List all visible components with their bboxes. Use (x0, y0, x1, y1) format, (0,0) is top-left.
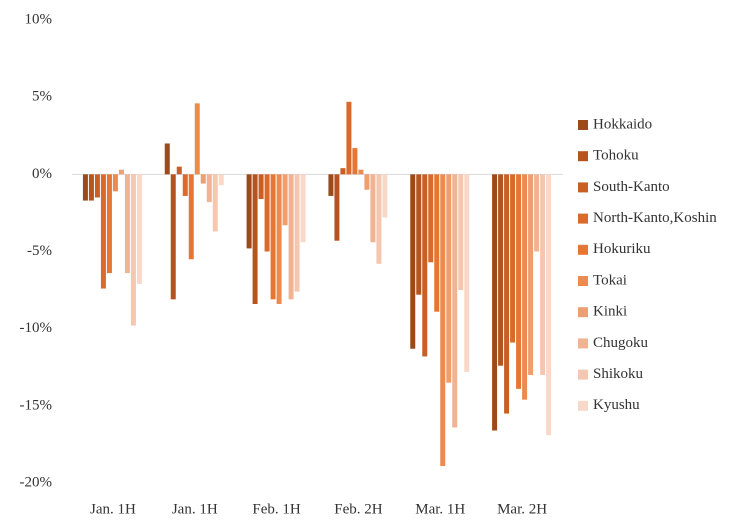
legend-label: Kinki (593, 304, 627, 320)
legend-swatch (578, 151, 588, 162)
bar (416, 174, 422, 295)
bar (276, 174, 282, 304)
bar (270, 174, 276, 300)
y-tick-label: -10% (20, 320, 53, 336)
legend-label: Shikoku (593, 366, 644, 382)
y-tick-label: 5% (32, 89, 52, 105)
bar (82, 174, 88, 201)
legend-swatch (578, 120, 588, 130)
x-tick-label: Feb. 2H (334, 501, 383, 517)
bar (410, 174, 416, 349)
bar (382, 174, 388, 218)
bar (540, 174, 546, 375)
x-tick-label: Jan. 1H (90, 501, 136, 517)
legend-label: Tokai (593, 272, 627, 288)
bar (94, 174, 100, 198)
legend-label: Kyushu (593, 397, 640, 413)
bar (328, 174, 334, 196)
y-tick-label: 10% (25, 11, 53, 27)
bar (188, 174, 194, 260)
y-tick-label: -5% (27, 243, 52, 259)
bar (182, 174, 188, 196)
x-tick-label: Mar. 2H (497, 501, 547, 517)
bar (130, 174, 136, 326)
legend-swatch (578, 400, 588, 411)
bar (258, 174, 264, 200)
bar (212, 174, 218, 232)
y-tick-label: 0% (32, 166, 52, 182)
bar (194, 103, 200, 175)
bar (358, 169, 364, 175)
bar (464, 174, 470, 372)
bar (170, 174, 176, 300)
legend-swatch (578, 213, 588, 224)
bar (300, 174, 306, 243)
bar (516, 174, 522, 389)
bar (136, 174, 142, 284)
legend-label: Hokkaido (593, 116, 652, 132)
legend-label: Tohoku (593, 148, 639, 164)
legend-swatch (578, 182, 588, 193)
legend-swatch (578, 276, 588, 286)
x-tick-label: Mar. 1H (415, 501, 465, 517)
bar (504, 174, 510, 414)
bar (340, 168, 346, 175)
bar (452, 174, 458, 428)
legend-label: Chugoku (593, 335, 649, 351)
legend-label: North-Kanto,Koshin (593, 210, 717, 226)
bar (440, 174, 446, 467)
legend-swatch (578, 307, 588, 318)
bar (88, 174, 94, 201)
bar (498, 174, 504, 366)
bar (218, 174, 224, 186)
x-tick-label: Jan. 1H (172, 501, 218, 517)
bar (106, 174, 112, 274)
bar (376, 174, 382, 264)
bar (534, 174, 540, 252)
bar (124, 174, 130, 274)
bar (206, 174, 212, 203)
bar (164, 143, 170, 175)
bar (264, 174, 270, 252)
bar (364, 174, 370, 190)
legend-label: Hokuriku (593, 241, 651, 257)
bar (370, 174, 376, 243)
bar (346, 101, 352, 175)
legend-swatch (578, 369, 588, 380)
bar (288, 174, 294, 300)
bar (428, 174, 434, 263)
bar (334, 174, 340, 241)
bar (492, 174, 498, 431)
bar (510, 174, 516, 343)
bar (294, 174, 300, 292)
bar (100, 174, 106, 289)
bar (282, 174, 288, 226)
bar (458, 174, 464, 291)
bar (246, 174, 252, 249)
legend-label: South-Kanto (593, 179, 670, 195)
legend-swatch (578, 338, 588, 349)
y-tick-label: -20% (20, 474, 53, 490)
legend-swatch (578, 244, 588, 255)
bar (422, 174, 428, 357)
bar (200, 174, 206, 184)
bar (112, 174, 118, 192)
bar (252, 174, 258, 304)
bar (546, 174, 552, 436)
x-tick-label: Feb. 1H (252, 501, 301, 517)
bar (446, 174, 452, 383)
bar (118, 169, 124, 175)
bar (352, 148, 358, 175)
y-tick-label: -15% (20, 397, 53, 413)
bar (522, 174, 528, 400)
bar (176, 166, 182, 175)
bar (528, 174, 534, 375)
bar (434, 174, 440, 312)
